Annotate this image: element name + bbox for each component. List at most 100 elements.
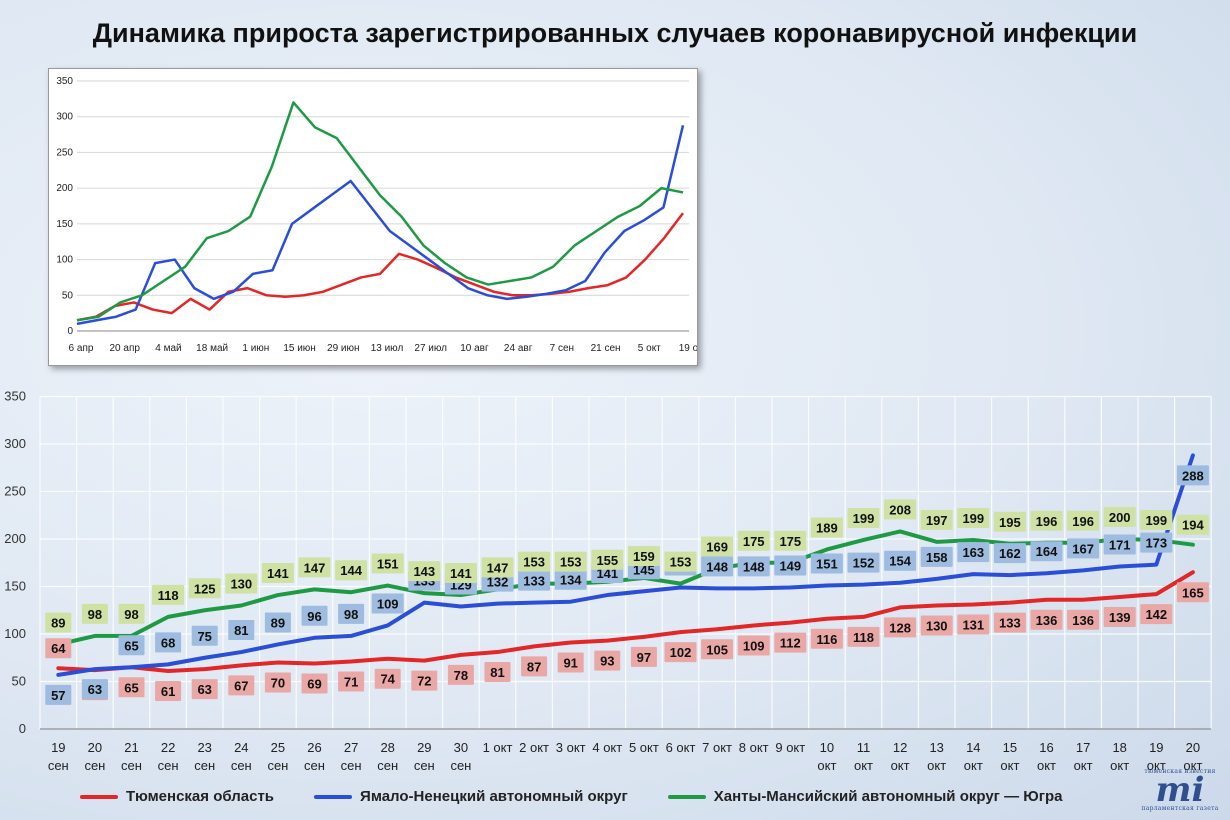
x-tick-label: 15: [1003, 740, 1017, 755]
data-label: 149: [779, 558, 801, 573]
x-tick-label: 11: [857, 740, 871, 755]
legend-swatch: [667, 794, 706, 799]
data-label-box: [701, 639, 734, 660]
data-label: 154: [889, 554, 911, 569]
x-tick-label-month: окт: [1183, 758, 1202, 773]
data-label: 153: [670, 555, 692, 570]
data-label-box: [847, 626, 880, 647]
data-label-box: [557, 652, 584, 673]
data-label-box: [261, 563, 294, 584]
chart-title: Динамика прироста зарегистрированных слу…: [92, 18, 1138, 48]
data-label-box: [884, 550, 917, 571]
legend-item-hmao: Ханты-Мансийский автономный округ — Югра: [667, 788, 1062, 805]
data-label-box: [884, 617, 917, 638]
data-label-box: [993, 511, 1026, 532]
x-tick-label: 9 окт: [775, 740, 805, 755]
data-label-box: [408, 561, 441, 582]
y-tick-label: 150: [4, 579, 26, 594]
data-label: 167: [1072, 541, 1094, 556]
data-label-box: [1067, 609, 1100, 630]
data-label: 128: [889, 620, 911, 635]
data-label: 125: [194, 581, 216, 596]
data-labels: 6462656163677069717472788187919397102105…: [45, 465, 1209, 705]
inset-y-tick-label: 100: [56, 255, 73, 266]
data-label: 93: [600, 654, 614, 669]
x-tick-label: 24: [234, 740, 248, 755]
inset-chart: 0 50 100 150 200 250 300 350 6 апр 20 апр 4 май 18 …: [48, 68, 708, 366]
data-label-box: [225, 573, 258, 594]
data-label: 102: [670, 645, 692, 660]
data-label-box: [371, 593, 404, 614]
inset-series-line: [76, 124, 685, 326]
data-label-box: [847, 552, 880, 573]
data-label-box: [155, 681, 182, 702]
x-tick-label: 1 окт: [483, 740, 513, 755]
data-label-box: [1140, 604, 1173, 625]
data-label: 69: [307, 676, 321, 691]
x-tick-label: 16: [1039, 740, 1053, 755]
data-label: 91: [563, 656, 577, 671]
data-label-box: [264, 612, 291, 633]
data-label-box: [188, 578, 221, 599]
x-tick-label: 23: [197, 740, 211, 755]
data-label-box: [774, 555, 807, 576]
x-tick-label-month: окт: [964, 758, 983, 773]
data-label-box: [81, 603, 108, 624]
inset-y-tick-label: 0: [67, 326, 73, 337]
data-label-box: [298, 557, 331, 578]
data-label: 147: [304, 560, 326, 575]
data-label-box: [191, 625, 218, 646]
data-label: 112: [780, 636, 801, 651]
data-label-box: [920, 546, 953, 567]
publisher-logo: тюменская известия mi парламентская газе…: [1138, 768, 1222, 818]
data-label: 133: [999, 616, 1021, 631]
data-label-box: [338, 603, 365, 624]
data-label: 158: [926, 550, 948, 565]
x-tick-label-month: сен: [231, 758, 252, 773]
data-label: 63: [88, 682, 102, 697]
inset-x-tick-label: 19 окт: [679, 343, 697, 354]
data-label-box: [993, 543, 1026, 564]
data-label-box: [518, 570, 551, 591]
data-label: 145: [633, 562, 655, 577]
logo-top-text: тюменская известия: [1144, 768, 1216, 775]
data-label-box: [701, 556, 734, 577]
x-tick-label: 26: [307, 740, 321, 755]
data-label: 63: [197, 682, 211, 697]
data-label-box: [264, 672, 291, 693]
data-label-box: [45, 638, 72, 659]
data-label: 148: [706, 559, 728, 574]
data-label-box: [993, 612, 1026, 633]
data-label-box: [1067, 510, 1100, 531]
data-label: 196: [1036, 514, 1058, 529]
x-tick-label: 14: [966, 740, 980, 755]
data-label: 163: [962, 545, 984, 560]
data-label-box: [228, 675, 255, 696]
inset-x-tick-label: 18 май: [196, 343, 228, 354]
data-label-box: [118, 603, 145, 624]
data-label-box: [45, 684, 72, 705]
x-tick-label: 12: [893, 740, 907, 755]
inset-x-tick-label: 27 июл: [414, 343, 447, 354]
data-label: 78: [454, 668, 468, 683]
x-tick-label: 20: [1186, 740, 1200, 755]
data-label: 64: [51, 641, 66, 656]
data-label: 143: [413, 564, 435, 579]
x-tick-label-month: сен: [377, 758, 398, 773]
data-label-box: [484, 662, 511, 683]
data-label-box: [228, 620, 255, 641]
data-label-box: [1030, 609, 1063, 630]
inset-series-line: [76, 101, 684, 322]
grid: [39, 395, 1212, 730]
x-tick-label: 2 окт: [519, 740, 549, 755]
data-label: 195: [999, 515, 1021, 530]
data-label-box: [554, 569, 587, 590]
data-label-box: [1030, 541, 1063, 562]
x-tick-label-month: окт: [1074, 758, 1093, 773]
inset-x-tick-label: 5 окт: [638, 343, 661, 354]
data-label: 169: [706, 539, 728, 554]
data-label: 175: [779, 534, 801, 549]
data-label: 87: [527, 659, 541, 674]
data-label: 109: [743, 638, 765, 653]
